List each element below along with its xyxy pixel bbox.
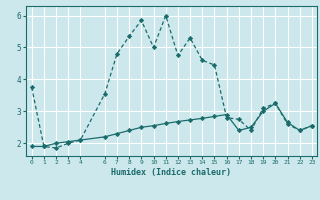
X-axis label: Humidex (Indice chaleur): Humidex (Indice chaleur)	[111, 168, 231, 177]
